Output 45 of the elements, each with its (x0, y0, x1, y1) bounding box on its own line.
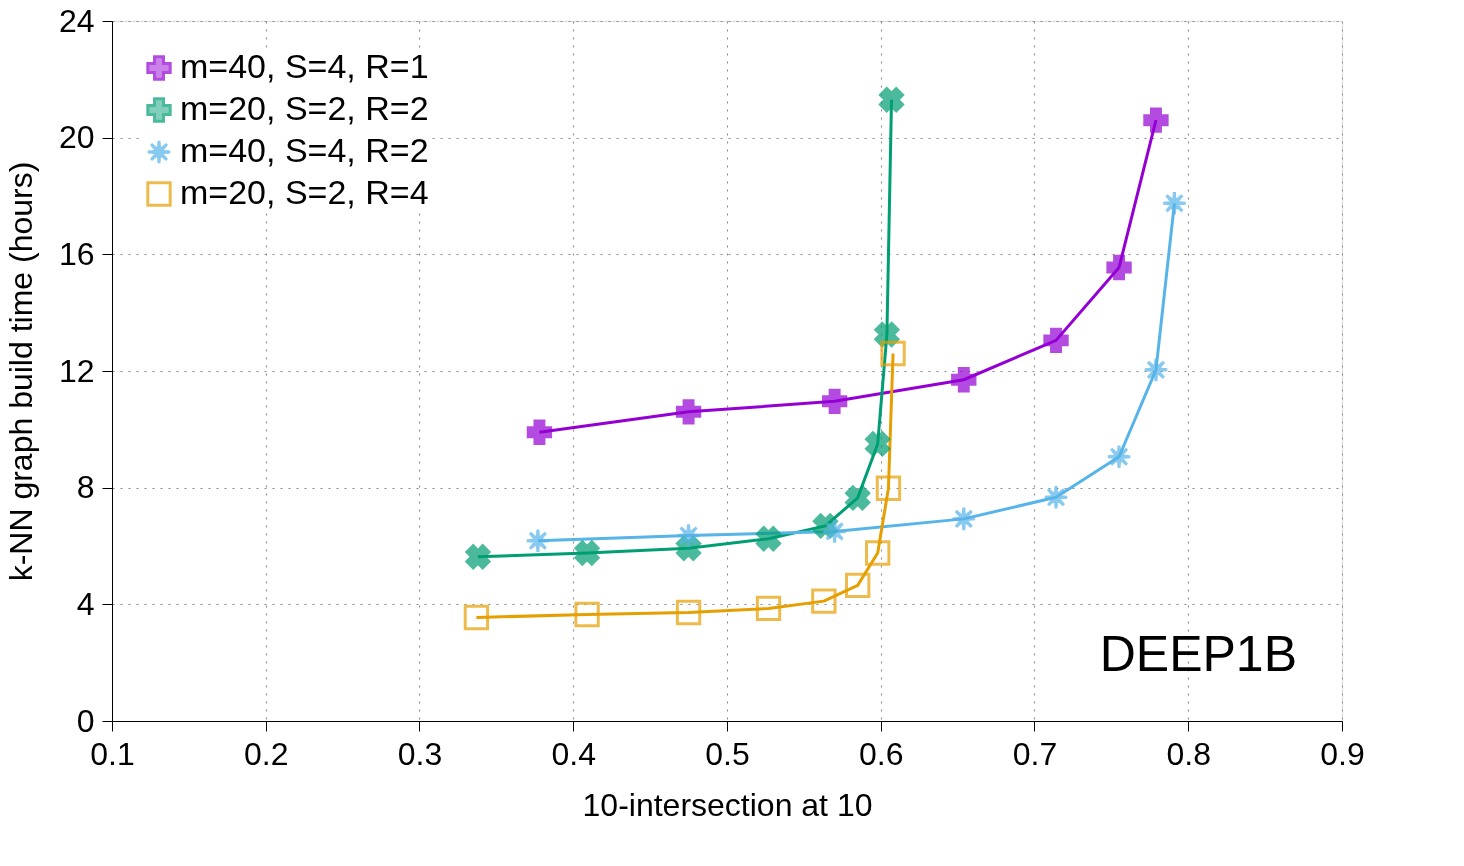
point (845, 485, 871, 511)
point (1143, 107, 1169, 133)
point (1106, 254, 1132, 281)
x-tick-label: 0.9 (1320, 735, 1365, 772)
point (526, 419, 553, 445)
legend-label: m=40, S=4, R=2 (180, 131, 429, 169)
point (574, 601, 600, 628)
point (675, 599, 702, 626)
y-axis-title: k-NN graph build time (hours) (2, 161, 39, 582)
y-tick-label: 20 (58, 119, 95, 156)
y-tick-label: 4 (76, 585, 95, 622)
point (875, 475, 902, 501)
point (821, 388, 848, 415)
y-tick-label: 8 (76, 469, 95, 506)
x-tick-label: 0.2 (244, 735, 289, 772)
point (878, 87, 905, 113)
point (865, 431, 891, 457)
point (845, 572, 871, 599)
point (864, 540, 891, 566)
legend-label: m=40, S=4, R=1 (180, 47, 429, 85)
point (463, 604, 490, 631)
point (1043, 484, 1069, 510)
legend-label: m=20, S=2, R=2 (180, 89, 429, 127)
point (755, 595, 782, 622)
x-tick-label: 0.8 (1166, 735, 1211, 772)
x-tick-label: 0.3 (397, 735, 443, 772)
annotation: DEEP1B (1099, 626, 1297, 682)
x-tick-label: 0.7 (1012, 735, 1058, 772)
x-tick-label: 0.5 (705, 735, 750, 772)
point (755, 526, 782, 552)
point (675, 399, 702, 425)
y-tick-label: 24 (58, 2, 95, 39)
x-tick-label: 0.6 (859, 735, 904, 772)
point (1106, 444, 1132, 470)
point (1043, 327, 1069, 354)
point (574, 540, 600, 566)
point (811, 588, 837, 614)
x-tick-label: 0.4 (551, 735, 596, 772)
y-tick-label: 16 (58, 235, 95, 272)
x-axis-title: 10-intersection at 10 (582, 786, 873, 823)
legend-label: m=20, S=2, R=4 (180, 173, 429, 211)
point (951, 367, 977, 393)
point (880, 340, 906, 367)
point (465, 544, 491, 570)
y-tick-label: 12 (58, 352, 95, 389)
